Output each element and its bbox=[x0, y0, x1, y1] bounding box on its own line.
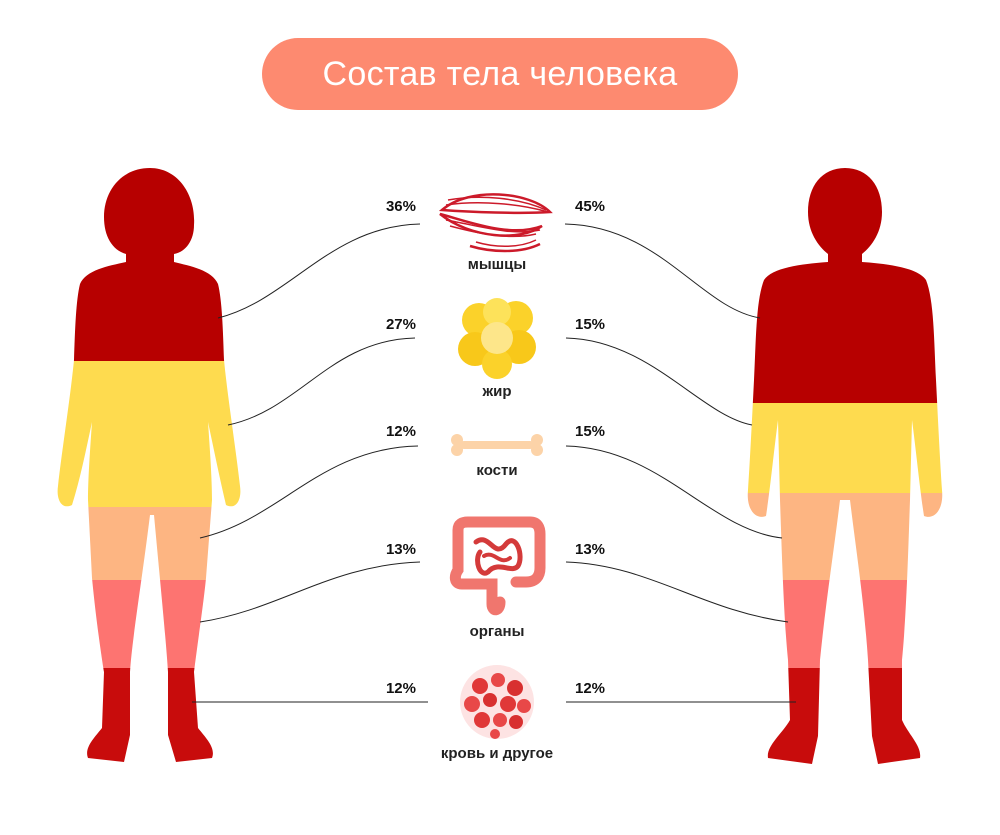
female-organs-connector bbox=[199, 561, 421, 623]
male-bones-band bbox=[747, 493, 943, 580]
female-bones-percent: 12% bbox=[385, 423, 416, 440]
male-silhouette bbox=[747, 168, 943, 764]
male-muscles-connector bbox=[564, 223, 761, 319]
female-bones-band bbox=[57, 507, 241, 580]
female-fat-band bbox=[57, 361, 241, 507]
female-fat-percent: 27% bbox=[385, 316, 416, 333]
title-badge: Состав тела человека bbox=[262, 38, 738, 110]
female-muscles-percent: 36% bbox=[385, 198, 416, 215]
female-muscles-band bbox=[57, 168, 241, 361]
male-muscles-percent: 45% bbox=[575, 198, 606, 215]
male-blood-band bbox=[747, 668, 943, 764]
male-blood-percent: 12% bbox=[575, 680, 606, 697]
female-fat-connector bbox=[227, 337, 416, 426]
female-silhouette bbox=[57, 168, 241, 762]
male-bones-percent: 15% bbox=[575, 423, 606, 440]
female-organs-percent: 13% bbox=[385, 541, 416, 558]
male-bones-connector bbox=[565, 445, 783, 539]
female-bones-connector bbox=[199, 445, 419, 539]
female-muscles-connector bbox=[217, 223, 421, 319]
blood-cells-icon bbox=[460, 665, 534, 739]
male-organs-percent: 13% bbox=[575, 541, 606, 558]
male-organs-connector bbox=[565, 561, 789, 623]
male-organs-band bbox=[747, 580, 943, 668]
blood-label: кровь и другое bbox=[440, 745, 554, 762]
female-blood-percent: 12% bbox=[385, 680, 416, 697]
connector-lines bbox=[192, 223, 796, 703]
female-organs-band bbox=[57, 580, 241, 668]
intestine-icon bbox=[449, 516, 546, 616]
male-fat-connector bbox=[565, 337, 753, 426]
female-blood-band bbox=[57, 668, 241, 762]
muscles-label: мышцы bbox=[467, 256, 527, 273]
male-fat-percent: 15% bbox=[575, 316, 606, 333]
fat-cell-icon bbox=[458, 298, 536, 379]
organs-label: органы bbox=[469, 623, 525, 640]
male-muscles-band bbox=[747, 168, 943, 403]
fat-label: жир bbox=[482, 383, 512, 400]
bone-icon bbox=[451, 434, 543, 456]
bones-label: кости bbox=[476, 462, 518, 479]
muscle-icon bbox=[438, 193, 553, 253]
title-text: Состав тела человека bbox=[322, 54, 678, 93]
male-fat-band bbox=[747, 403, 943, 493]
